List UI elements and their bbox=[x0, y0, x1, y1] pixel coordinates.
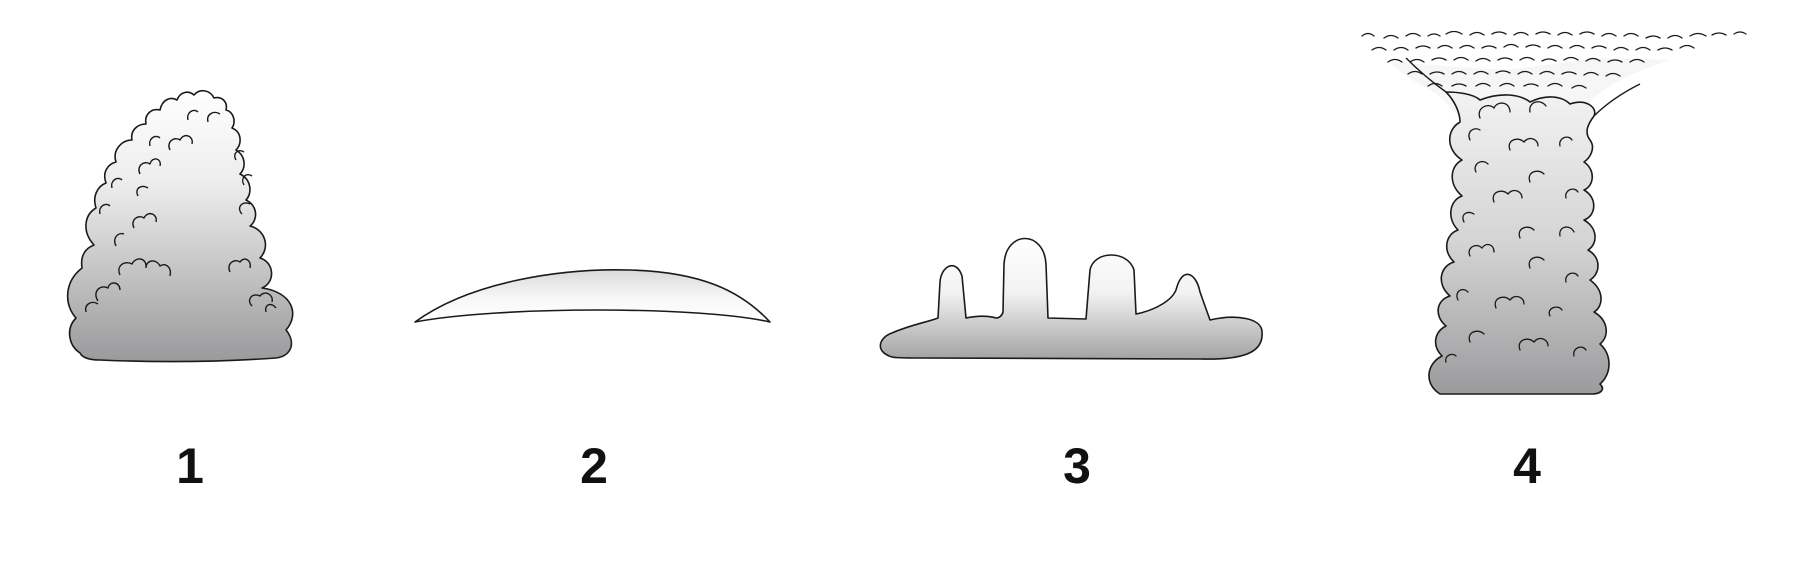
altostratus-arc-cloud bbox=[414, 269, 771, 323]
figure-label-3: 3 bbox=[1063, 438, 1091, 494]
cumulonimbus-cloud bbox=[1361, 30, 1747, 395]
figure-label-1: 1 bbox=[176, 438, 204, 494]
figure-label-4: 4 bbox=[1513, 438, 1541, 494]
figure-label-2: 2 bbox=[580, 438, 608, 494]
castellanus-cloud bbox=[879, 237, 1263, 360]
cumulus-congestus-cloud bbox=[66, 89, 294, 363]
